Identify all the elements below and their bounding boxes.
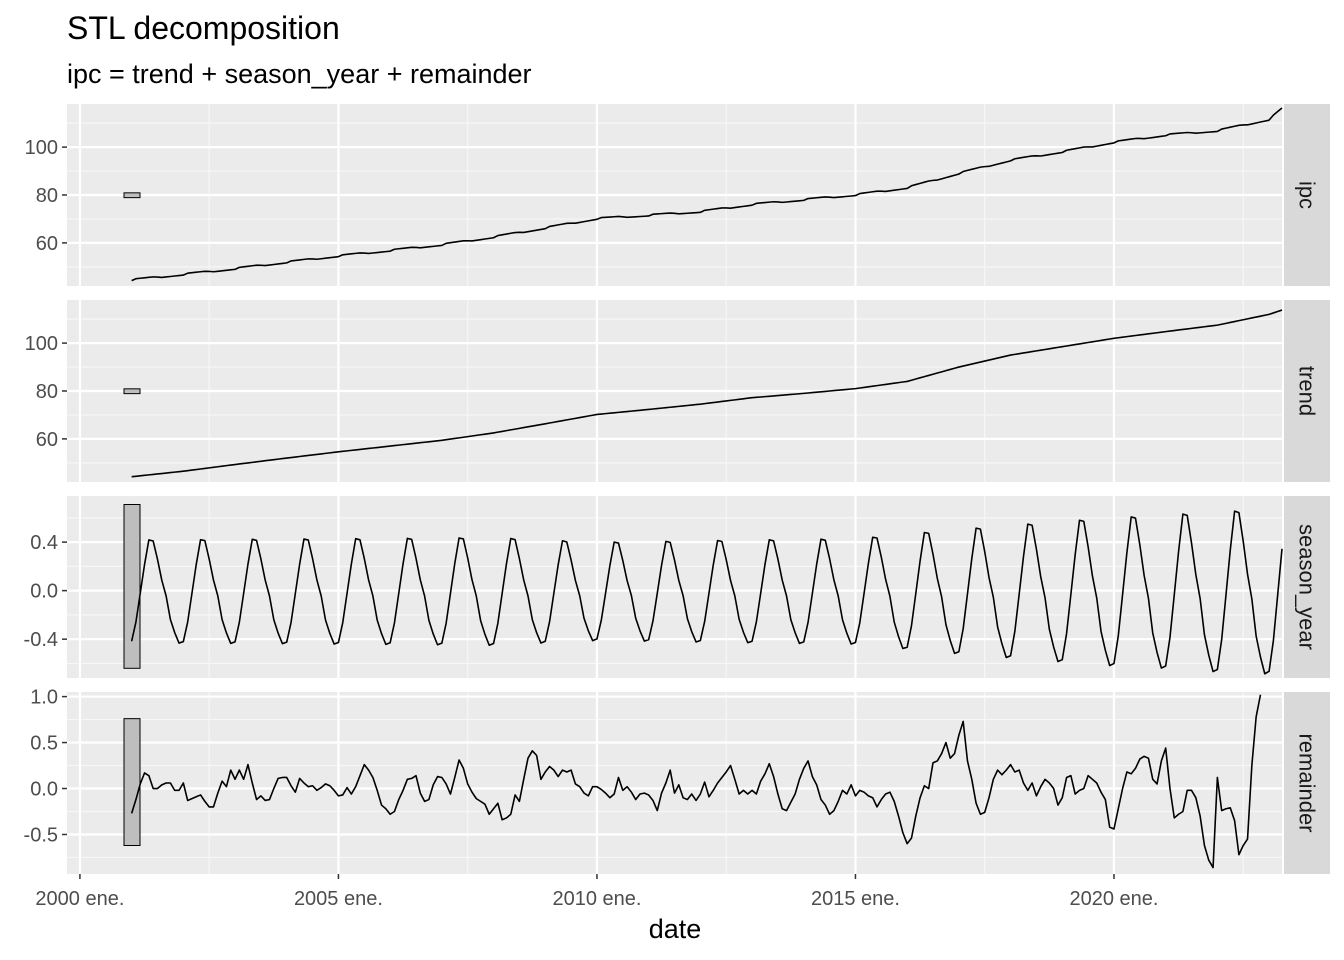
- strip-label-ipc: ipc: [1295, 181, 1320, 209]
- y-tick-label-trend: 100: [25, 333, 58, 355]
- y-tick-label-season_year: 0.0: [30, 581, 58, 603]
- y-tick-label-season_year: -0.4: [24, 629, 58, 651]
- scale-bar-trend: [123, 388, 141, 395]
- y-tick-label-remainder: -0.5: [24, 824, 58, 846]
- scale-bar-season_year: [123, 503, 141, 669]
- strip-background-ipc: [1284, 104, 1330, 286]
- y-tick-label-remainder: 1.0: [30, 687, 58, 709]
- y-tick-label-ipc: 60: [36, 233, 58, 255]
- y-tick-label-ipc: 80: [36, 185, 58, 207]
- y-tick-label-ipc: 100: [25, 137, 58, 159]
- strip-label-remainder: remainder: [1295, 733, 1320, 832]
- series-line-ipc: [131, 107, 1283, 282]
- x-tick-label: 2000 ene.: [35, 888, 124, 910]
- series-line-trend: [131, 309, 1283, 478]
- scale-bar-ipc: [123, 192, 141, 199]
- x-tick-label: 2015 ene.: [811, 888, 900, 910]
- x-axis-title: date: [648, 914, 702, 944]
- series-line-remainder: [130, 694, 1262, 869]
- y-tick-label-season_year: 0.4: [30, 532, 58, 554]
- x-tick-label: 2005 ene.: [294, 888, 383, 910]
- strip-label-season_year: season_year: [1295, 524, 1320, 650]
- x-tick-label: 2010 ene.: [552, 888, 641, 910]
- strip-background-remainder: [1284, 692, 1330, 874]
- y-tick-label-remainder: 0.0: [30, 779, 58, 801]
- series-line-season_year: [130, 510, 1283, 675]
- x-tick-label: 2020 ene.: [1069, 888, 1158, 910]
- y-tick-label-trend: 80: [36, 381, 58, 403]
- strip-background-trend: [1284, 300, 1330, 482]
- y-tick-label-remainder: 0.5: [30, 733, 58, 755]
- panel-background-season_year: [67, 496, 1282, 678]
- chart-subtitle: ipc = trend + season_year + remainder: [67, 59, 532, 89]
- strip-background-season_year: [1284, 496, 1330, 678]
- panel-background-remainder: [67, 692, 1282, 874]
- y-tick-label-trend: 60: [36, 429, 58, 451]
- chart-title: STL decomposition: [67, 10, 340, 46]
- scale-bar-remainder: [123, 718, 141, 847]
- strip-label-trend: trend: [1295, 366, 1320, 416]
